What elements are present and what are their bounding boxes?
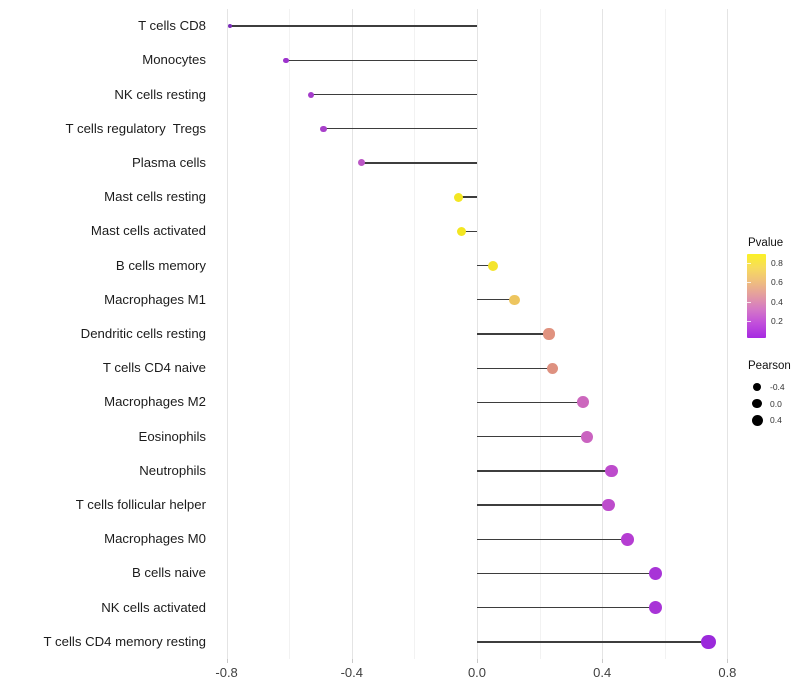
x-axis-tick-label: -0.4 xyxy=(340,665,363,680)
pearson-legend-label: 0.4 xyxy=(770,415,782,425)
y-axis-label: T cells CD4 naive xyxy=(102,360,206,376)
x-axis-tick xyxy=(727,659,729,663)
minor-gridline xyxy=(289,9,291,659)
lollipop-dot xyxy=(283,57,289,64)
lollipop-dot xyxy=(509,294,520,305)
y-axis-label: NK cells activated xyxy=(101,599,206,615)
lollipop-stick xyxy=(311,93,477,96)
pvalue-tick-label: 0.6 xyxy=(771,277,783,288)
lollipop-dot xyxy=(701,634,716,650)
y-axis-label: T cells regulatory Tregs xyxy=(65,120,206,136)
y-axis-label: Mast cells resting xyxy=(104,189,206,205)
y-axis-label: Eosinophils xyxy=(138,428,206,444)
y-axis-label: Macrophages M1 xyxy=(104,291,206,307)
lollipop-stick xyxy=(477,470,612,472)
pvalue-gradient-bar xyxy=(747,254,766,338)
lollipop-dot xyxy=(227,23,232,29)
y-axis-label: Neutrophils xyxy=(139,462,206,478)
lollipop-stick xyxy=(361,162,477,164)
lollipop-stick xyxy=(477,401,584,404)
y-axis-label: T cells follicular helper xyxy=(75,497,206,513)
x-axis-tick-label: 0.8 xyxy=(718,665,737,680)
lollipop-dot xyxy=(453,192,463,202)
y-axis-label: B cells memory xyxy=(115,257,206,273)
lollipop-dot xyxy=(357,159,365,167)
lollipop-stick xyxy=(477,538,628,540)
lollipop-dot xyxy=(620,532,634,546)
pvalue-tick-label: 0.8 xyxy=(771,258,783,268)
y-axis-label: T cells CD8 xyxy=(138,18,206,34)
lollipop-stick xyxy=(286,59,477,61)
lollipop-stick xyxy=(477,333,549,335)
lollipop-dot xyxy=(605,464,618,478)
x-axis-tick xyxy=(477,659,478,663)
major-gridline xyxy=(351,9,353,659)
lollipop-stick xyxy=(477,641,709,643)
x-axis-tick-label: -0.8 xyxy=(215,665,238,680)
major-gridline xyxy=(727,9,729,659)
minor-gridline xyxy=(664,9,666,659)
y-axis-label: Mast cells activated xyxy=(90,223,206,239)
lollipop-stick xyxy=(458,196,477,198)
y-axis-label: T cells CD4 memory resting xyxy=(43,633,206,649)
chart-panel xyxy=(212,9,736,659)
pearson-legend-dot xyxy=(751,414,763,426)
pvalue-bar-tick xyxy=(747,301,751,303)
lollipop-dot xyxy=(308,91,315,98)
pearson-legend-label: -0.4 xyxy=(770,382,785,392)
pvalue-tick-label: 0.2 xyxy=(771,315,783,326)
lollipop-stick xyxy=(229,25,477,27)
lollipop-dot xyxy=(648,566,663,581)
x-axis-tick xyxy=(351,659,353,663)
lollipop-dot xyxy=(546,362,558,374)
lollipop-dot xyxy=(580,430,593,443)
minor-gridline xyxy=(414,9,416,659)
pvalue-bar-tick xyxy=(747,320,751,322)
lollipop-stick xyxy=(323,128,477,130)
y-axis-label: Macrophages M2 xyxy=(104,394,206,410)
lollipop-stick xyxy=(477,572,656,575)
lollipop-dot xyxy=(648,600,663,615)
y-axis-label: Monocytes xyxy=(142,52,206,68)
pearson-legend-dot xyxy=(753,383,761,391)
pearson-legend-dot xyxy=(752,398,762,409)
legend-pvalue-title: Pvalue xyxy=(748,237,784,249)
lollipop-dot xyxy=(487,260,498,271)
lollipop-dot xyxy=(320,125,327,132)
lollipop-dot xyxy=(456,226,466,236)
lollipop-dot xyxy=(602,498,615,512)
legend-pearson-title: Pearson xyxy=(748,360,791,372)
lollipop-stick xyxy=(477,299,515,301)
y-axis-label: B cells naive xyxy=(131,565,206,581)
lollipop-dot xyxy=(543,328,555,340)
pvalue-bar-tick xyxy=(747,263,751,264)
pearson-legend-label: 0.0 xyxy=(770,398,782,409)
lollipop-stick xyxy=(477,606,656,609)
y-axis-label: Dendritic cells resting xyxy=(80,326,206,341)
lollipop-stick xyxy=(461,230,477,233)
y-axis-label: Plasma cells xyxy=(131,154,206,170)
major-gridline xyxy=(602,9,604,659)
lollipop-stick xyxy=(477,264,493,267)
x-axis-tick xyxy=(226,659,228,663)
y-axis-label: Macrophages M0 xyxy=(104,531,206,547)
x-axis-tick-label: 0.4 xyxy=(593,665,612,680)
lollipop-stick xyxy=(477,435,587,438)
lollipop-dot xyxy=(577,396,590,409)
major-gridline xyxy=(226,9,228,659)
lollipop-stick xyxy=(477,504,609,506)
y-axis-label: NK cells resting xyxy=(114,86,206,102)
x-axis-tick xyxy=(602,659,604,663)
pvalue-bar-tick xyxy=(747,282,751,284)
pvalue-tick-label: 0.4 xyxy=(771,296,783,307)
lollipop-stick xyxy=(477,367,553,369)
x-axis-tick-label: 0.0 xyxy=(467,665,487,680)
